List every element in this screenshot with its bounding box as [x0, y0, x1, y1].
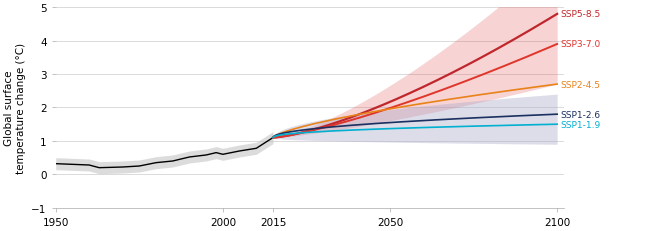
Text: SSP2-4.5: SSP2-4.5: [560, 80, 600, 89]
Text: SSP1-2.6: SSP1-2.6: [560, 110, 600, 119]
Text: SSP3-7.0: SSP3-7.0: [560, 40, 600, 49]
Text: SSP5-8.5: SSP5-8.5: [560, 10, 600, 19]
Y-axis label: Global surface
temperature change (°C): Global surface temperature change (°C): [4, 43, 26, 173]
Text: SSP1-1.9: SSP1-1.9: [560, 120, 600, 129]
